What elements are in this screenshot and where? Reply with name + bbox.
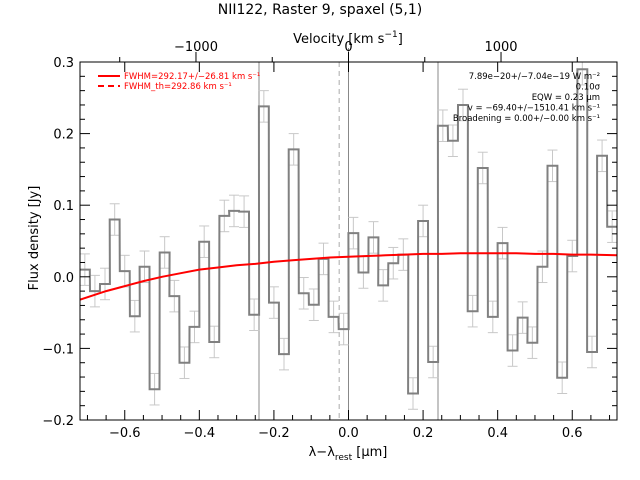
x-tick-label-1: −0.4	[184, 426, 216, 441]
y-axis-label: Flux density [Jy]	[27, 186, 42, 291]
x-tick-label-4: 0.2	[413, 426, 434, 441]
x-tick-label-0: −0.6	[109, 426, 141, 441]
legend-label-0: FWHM=292.17+/−26.81 km s⁻¹	[124, 72, 260, 82]
spectrum-step-line	[80, 68, 617, 395]
top-tick-label-1: 0	[344, 40, 352, 55]
annotation-4: Broadening = 0.00+/−0.00 km s⁻¹	[453, 114, 600, 124]
x-tick-label-5: 0.4	[487, 426, 508, 441]
x-tick-label-2: −0.2	[258, 426, 290, 441]
fit-line	[80, 252, 617, 301]
top-tick-label-2: 1000	[484, 40, 517, 55]
y-tick-label-5: 0.3	[53, 56, 74, 71]
y-tick-label-3: 0.1	[53, 199, 74, 214]
annotation-1: 0.10σ	[576, 83, 601, 93]
plot-area: −0.6 −0.4 −0.2 0.0 0.2 0.4 0.6 −1000 0 1000 −0.2 −0…	[42, 40, 618, 441]
y-tick-label-1: −0.1	[42, 342, 74, 357]
y-tick-label-0: −0.2	[42, 414, 74, 429]
x-tick-label-6: 0.6	[562, 426, 583, 441]
annotation-2: EQW = 0.23 μm	[532, 93, 600, 103]
chart-title: NII122, Raster 9, spaxel (5,1)	[218, 2, 423, 18]
annotation-0: 7.89e−20+/−7.04e−19 W m⁻²	[469, 72, 600, 82]
x-tick-label-3: 0.0	[338, 426, 359, 441]
x-axis-label: λ−λrest [μm]	[309, 445, 388, 463]
y-tick-label-4: 0.2	[53, 128, 74, 143]
annotation-3: v = −69.40+/−1510.41 km s⁻¹	[468, 104, 600, 114]
y-tick-label-2: 0.0	[53, 271, 74, 286]
top-axis-label: Velocity [km s−1]	[293, 30, 403, 47]
legend-label-1: FWHM_th=292.86 km s⁻¹	[124, 82, 232, 92]
top-tick-label-0: −1000	[174, 40, 218, 55]
